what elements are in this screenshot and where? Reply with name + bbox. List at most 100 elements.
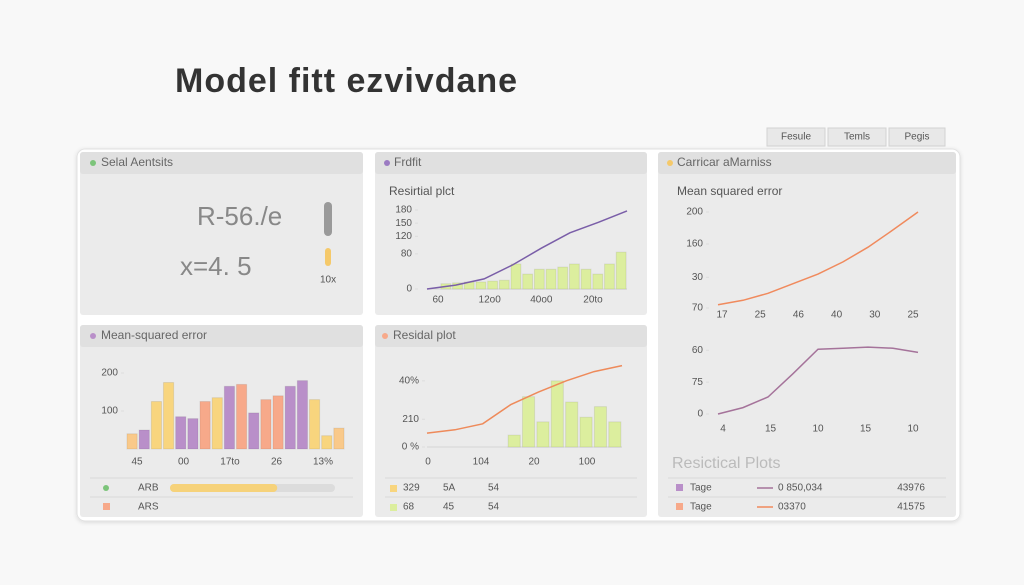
x-tick-label: 13% xyxy=(313,457,333,468)
bar xyxy=(550,380,564,448)
bar xyxy=(284,385,296,450)
tab-label[interactable]: Pegis xyxy=(904,132,929,143)
panel xyxy=(80,152,363,315)
cell: 0 850,034 xyxy=(778,483,823,494)
cell: 43976 xyxy=(897,483,925,494)
y-tick-label: 80 xyxy=(401,249,413,260)
y-tick-label: 0 xyxy=(406,284,412,295)
bar xyxy=(175,416,187,450)
progress-fill xyxy=(170,484,278,492)
x-tick-label: 25 xyxy=(755,310,767,321)
bar xyxy=(604,263,615,290)
bar xyxy=(615,251,627,290)
page-title: Model fitt ezvivdane xyxy=(175,62,518,100)
row-swatch xyxy=(676,503,683,510)
x-tick-label: 40 xyxy=(831,310,843,321)
x-tick-label: 20to xyxy=(583,295,603,306)
bar xyxy=(296,380,309,450)
x-tick-label: 15 xyxy=(765,424,777,435)
x-tick-label: 17 xyxy=(716,310,728,321)
panel-header xyxy=(80,152,363,174)
tab-label[interactable]: Temls xyxy=(844,132,870,143)
panel xyxy=(658,152,956,517)
row-swatch xyxy=(103,503,110,510)
bar xyxy=(199,401,211,450)
x-tick-label: 45 xyxy=(131,457,143,468)
cell: Tage xyxy=(690,483,712,494)
x-tick-label: 20 xyxy=(528,457,540,468)
bar xyxy=(248,412,260,450)
panel-dot xyxy=(90,160,96,166)
x-tick-label: 0 xyxy=(425,457,431,468)
y-tick-label: 60 xyxy=(692,345,704,356)
line xyxy=(717,211,919,306)
panel-header xyxy=(80,325,363,347)
x-tick-label: 100 xyxy=(579,457,596,468)
bar xyxy=(126,433,138,450)
x-tick-label: 30 xyxy=(869,310,881,321)
bar xyxy=(580,268,592,290)
panel-title: Residal plot xyxy=(393,328,456,342)
badge: 10x xyxy=(320,275,336,286)
y-tick-label: 200 xyxy=(101,368,118,379)
bar xyxy=(533,268,545,290)
y-tick-label: 100 xyxy=(101,406,118,417)
bar xyxy=(272,395,284,450)
x-tick-label: 40o0 xyxy=(530,295,553,306)
panel-dot xyxy=(90,333,96,339)
cell: Tage xyxy=(690,502,712,513)
x-tick-label: 10 xyxy=(907,424,919,435)
row-swatch xyxy=(676,484,683,491)
tab[interactable] xyxy=(766,127,826,147)
bar xyxy=(487,280,499,290)
bar xyxy=(565,401,579,448)
bar xyxy=(150,401,163,450)
tab[interactable] xyxy=(888,127,946,147)
panel-header xyxy=(658,152,956,174)
bar xyxy=(593,406,607,448)
cell: 54 xyxy=(488,483,500,494)
indicator xyxy=(325,248,331,266)
y-tick-label: 70 xyxy=(692,303,704,314)
cell: 68 xyxy=(403,502,415,513)
panel-title: Selal Aentsits xyxy=(101,155,173,169)
cell: 03370 xyxy=(778,502,806,513)
tab-label[interactable]: Fesule xyxy=(781,132,811,143)
bar xyxy=(260,399,272,450)
bar xyxy=(592,273,604,290)
y-tick-label: 200 xyxy=(686,207,703,218)
panel-dot xyxy=(667,160,673,166)
x-tick-label: 10 xyxy=(812,424,824,435)
bar xyxy=(223,385,236,450)
section-title: Resictical Plots xyxy=(672,455,780,472)
y-tick-label: 160 xyxy=(686,239,703,250)
bar xyxy=(333,427,345,450)
panel-title: Carricar aMarniss xyxy=(677,155,772,169)
y-tick-label: 30 xyxy=(692,272,704,283)
bar xyxy=(522,396,536,448)
x-tick-label: 12o0 xyxy=(479,295,502,306)
bar xyxy=(510,263,522,290)
panel-header xyxy=(375,325,647,347)
bar xyxy=(507,434,521,448)
panel-title: Mean-squared error xyxy=(101,328,207,342)
bar xyxy=(308,399,321,450)
bar xyxy=(321,435,333,450)
bar xyxy=(162,382,175,450)
indicator xyxy=(324,202,332,236)
panel-dot xyxy=(384,160,390,166)
panel xyxy=(375,152,647,315)
line xyxy=(426,210,628,290)
cell: 45 xyxy=(443,502,455,513)
tab[interactable] xyxy=(827,127,887,147)
y-tick-label: 180 xyxy=(395,205,412,216)
x-tick-label: 17to xyxy=(220,457,240,468)
row-swatch xyxy=(390,504,397,511)
y-tick-label: 0 xyxy=(697,409,703,420)
panel xyxy=(375,325,647,517)
bar xyxy=(545,268,557,290)
x-tick-label: 46 xyxy=(793,310,805,321)
bar xyxy=(187,418,199,450)
x-tick-label: 00 xyxy=(178,457,190,468)
